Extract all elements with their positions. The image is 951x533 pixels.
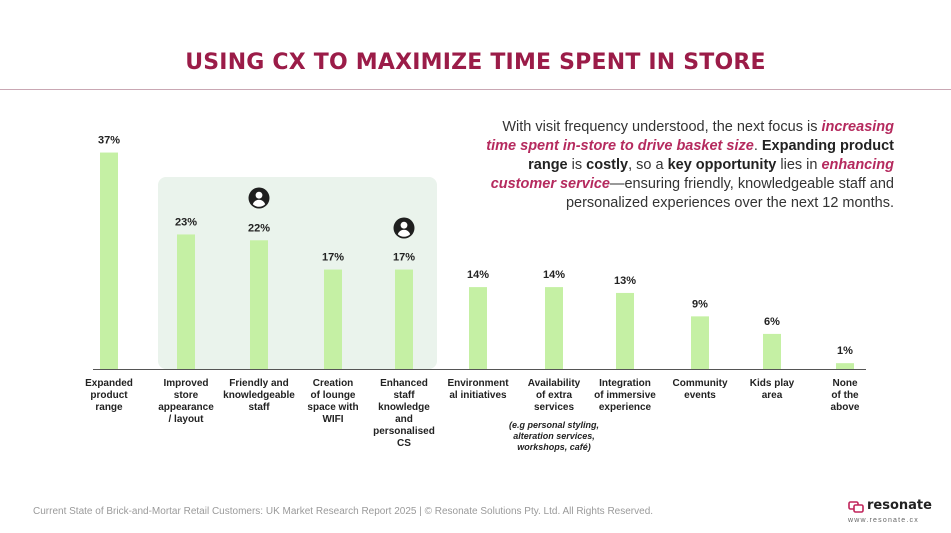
category-label-line: / layout [168, 414, 204, 425]
callout-text: With visit frequency understood, the nex… [470, 118, 894, 213]
bar-value-label: 14% [467, 269, 489, 281]
page-title: USING CX TO MAXIMIZE TIME SPENT IN STORE [185, 50, 766, 75]
bar [395, 269, 413, 369]
category-label: Improved store appearance / layout [146, 378, 226, 426]
callout-bold: costly [586, 157, 629, 173]
category-label-line: Creation [312, 378, 354, 389]
category-label: Friendly and knowledgeable staff [219, 378, 299, 414]
person-icon [248, 187, 270, 209]
bar [836, 363, 854, 369]
category-label-line: WIFI [322, 414, 344, 425]
callout-bold: Expanding product range [528, 138, 894, 173]
bar [545, 287, 563, 369]
category-label-line: knowledge [378, 402, 430, 413]
logo-url: www.resonate.cx [848, 517, 919, 524]
callout-part: . [753, 138, 762, 154]
category-label-line: appearance [158, 402, 214, 413]
bar-value-label: 6% [764, 316, 780, 328]
bar-value-label: 22% [248, 222, 270, 234]
bar [763, 333, 781, 369]
category-label: Enhanced staff knowledge and personalised CS [364, 378, 444, 450]
footer-copyright: Current State of Brick-and-Mortar Retail… [33, 506, 654, 517]
category-label-line: of extra [535, 390, 573, 401]
bar [250, 240, 268, 369]
category-note-line: (e.g personal styling, [508, 420, 600, 430]
callout-part: With visit frequency understood, the nex… [502, 119, 822, 135]
category-label-line: al initiatives [449, 390, 507, 401]
bar [100, 152, 118, 369]
category-label-line: of the [831, 390, 859, 401]
bar-value-label: 37% [98, 135, 120, 147]
category-label-line: experience [598, 402, 652, 413]
bar [177, 234, 195, 369]
category-label-line: range [95, 402, 123, 413]
bar [616, 292, 634, 369]
category-label: None of the above [805, 378, 885, 414]
callout-bold: key opportunity [667, 157, 777, 173]
category-label-line: personalised [373, 426, 435, 437]
category-label-line: Improved [163, 378, 209, 389]
resonate-logo-icon [848, 501, 864, 513]
category-label: Availability of extra services [514, 378, 594, 414]
category-label-line: events [684, 390, 716, 401]
category-note-line: workshops, café) [517, 442, 591, 452]
callout-emphasis: increasing time spent in-store to drive … [486, 119, 894, 154]
bar-value-label: 17% [322, 252, 344, 264]
category-label-line: of immersive [594, 390, 656, 401]
category-label: Integration of immersive experience [585, 378, 665, 414]
bar-value-label: 14% [543, 269, 565, 281]
callout-part: —ensuring friendly, knowledgeable staff … [565, 176, 894, 211]
category-label-line: Integration [599, 378, 651, 389]
callout-part: , so a [628, 157, 668, 173]
bar [469, 287, 487, 369]
category-label-line: Enhanced [380, 378, 428, 389]
bar [324, 269, 342, 369]
category-label-line: Friendly and [229, 378, 289, 389]
bar-value-label: 17% [393, 252, 415, 264]
callout-part: lies in [776, 157, 822, 173]
category-label-line: staff [248, 402, 270, 413]
callout-part: is [567, 157, 587, 173]
category-label-line: services [533, 402, 575, 413]
bar-value-label: 23% [175, 216, 197, 228]
logo-wordmark: resonate [867, 498, 932, 513]
person-icon [393, 217, 415, 239]
category-label-line: area [761, 390, 783, 401]
category-label-line: and [395, 414, 413, 425]
category-label-line: CS [397, 438, 411, 449]
category-label-line: of lounge [310, 390, 356, 401]
category-note: (e.g personal styling, alteration service… [494, 420, 614, 453]
category-label-line: space with [307, 402, 359, 413]
title-divider [0, 89, 951, 90]
category-label: Expanded product range [69, 378, 149, 414]
category-label-line: staff [393, 390, 415, 401]
category-label-line: Expanded [85, 378, 133, 389]
bar-value-label: 9% [692, 298, 708, 310]
category-note-line: alteration services, [513, 431, 595, 441]
category-label: Creation of lounge space with WIFI [293, 378, 373, 426]
category-label-line: Community [672, 378, 728, 389]
category-label: Kids play area [732, 378, 812, 402]
category-label: Environment al initiatives [438, 378, 518, 402]
callout-emphasis: enhancing customer service [490, 157, 894, 192]
bar-value-label: 1% [837, 345, 853, 357]
category-label-line: None [832, 378, 858, 389]
category-label-line: knowledgeable [223, 390, 295, 401]
category-label-line: Availability [527, 378, 581, 389]
bar [691, 316, 709, 369]
category-label-line: Kids play [749, 378, 795, 389]
category-label-line: Environment [447, 378, 509, 389]
highlight-panel [158, 177, 437, 369]
bar-value-label: 13% [614, 275, 636, 287]
category-label-line: above [830, 402, 860, 413]
category-label-line: store [173, 390, 199, 401]
category-label: Community events [660, 378, 740, 402]
category-label-line: product [90, 390, 128, 401]
